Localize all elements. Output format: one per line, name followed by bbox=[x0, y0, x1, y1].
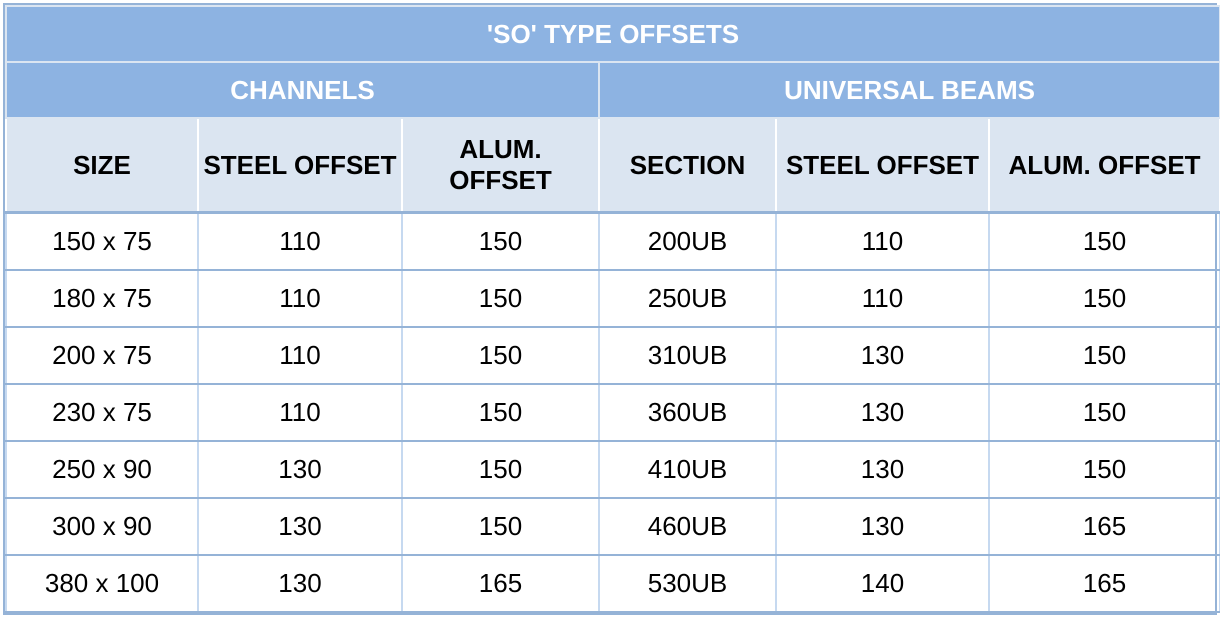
table-row: 380 x 100 130 165 530UB 140 165 bbox=[5, 553, 1220, 614]
column-header: STEEL OFFSET bbox=[197, 117, 403, 214]
table-cell: 130 bbox=[775, 383, 990, 443]
table-frame: 'SO' TYPE OFFSETS CHANNELS UNIVERSAL BEA… bbox=[3, 3, 1220, 615]
column-header: STEEL OFFSET bbox=[775, 117, 990, 214]
column-header: ALUM. OFFSET bbox=[401, 117, 600, 214]
table-cell: 130 bbox=[775, 440, 990, 500]
group-header: UNIVERSAL BEAMS bbox=[597, 61, 1220, 119]
table-cell: 150 bbox=[401, 211, 600, 272]
table-row: 230 x 75 110 150 360UB 130 150 bbox=[5, 383, 1220, 443]
table-cell: 150 bbox=[401, 326, 600, 386]
table-cell: 360UB bbox=[598, 383, 777, 443]
header-row: SIZE STEEL OFFSET ALUM. OFFSET SECTION STEEL… bbox=[5, 117, 1220, 214]
table-cell: 300 x 90 bbox=[5, 497, 199, 556]
table-cell: 150 bbox=[401, 497, 600, 556]
table-cell: 310UB bbox=[598, 326, 777, 386]
table-cell: 130 bbox=[775, 497, 990, 556]
table-cell: 150 bbox=[987, 211, 1220, 272]
table-cell: 150 bbox=[401, 440, 600, 500]
table-cell: 110 bbox=[197, 269, 403, 329]
table-cell: 130 bbox=[197, 553, 403, 614]
table-cell: 150 bbox=[987, 326, 1220, 386]
table-body: 150 x 75 110 150 200UB 110 150 180 x 75 110 150 2… bbox=[5, 211, 1220, 614]
column-header: SIZE bbox=[5, 117, 199, 214]
offset-table: 'SO' TYPE OFFSETS CHANNELS UNIVERSAL BEA… bbox=[4, 5, 1220, 614]
column-header: SECTION bbox=[598, 117, 777, 214]
column-header: ALUM. OFFSET bbox=[987, 117, 1220, 214]
table-row: 200 x 75 110 150 310UB 130 150 bbox=[5, 326, 1220, 386]
table-cell: 110 bbox=[775, 211, 990, 272]
table-row: 180 x 75 110 150 250UB 110 150 bbox=[5, 269, 1220, 329]
table-cell: 530UB bbox=[598, 553, 777, 614]
table-cell: 165 bbox=[987, 553, 1220, 614]
table-cell: 200UB bbox=[598, 211, 777, 272]
table-cell: 150 bbox=[987, 383, 1220, 443]
table-cell: 200 x 75 bbox=[5, 326, 199, 386]
table-row: 250 x 90 130 150 410UB 130 150 bbox=[5, 440, 1220, 500]
table-cell: 380 x 100 bbox=[5, 553, 199, 614]
table-cell: 460UB bbox=[598, 497, 777, 556]
table-cell: 150 bbox=[987, 440, 1220, 500]
table-cell: 110 bbox=[197, 383, 403, 443]
table-cell: 140 bbox=[775, 553, 990, 614]
table-cell: 130 bbox=[197, 440, 403, 500]
table-cell: 250 x 90 bbox=[5, 440, 199, 500]
table-cell: 150 bbox=[987, 269, 1220, 329]
table-row: 150 x 75 110 150 200UB 110 150 bbox=[5, 211, 1220, 272]
table-cell: 110 bbox=[775, 269, 990, 329]
table-cell: 150 bbox=[401, 383, 600, 443]
table-cell: 150 x 75 bbox=[5, 211, 199, 272]
table-cell: 230 x 75 bbox=[5, 383, 199, 443]
group-row: CHANNELS UNIVERSAL BEAMS bbox=[5, 61, 1220, 119]
table-title: 'SO' TYPE OFFSETS bbox=[4, 5, 1220, 63]
table-cell: 150 bbox=[401, 269, 600, 329]
title-row: 'SO' TYPE OFFSETS bbox=[4, 5, 1220, 63]
table-cell: 130 bbox=[775, 326, 990, 386]
group-header: CHANNELS bbox=[5, 61, 600, 119]
table-cell: 250UB bbox=[598, 269, 777, 329]
table-row: 300 x 90 130 150 460UB 130 165 bbox=[5, 497, 1220, 556]
table-cell: 165 bbox=[401, 553, 600, 614]
table-cell: 180 x 75 bbox=[5, 269, 199, 329]
table-cell: 110 bbox=[197, 211, 403, 272]
table-cell: 110 bbox=[197, 326, 403, 386]
table-cell: 165 bbox=[987, 497, 1220, 556]
table-cell: 130 bbox=[197, 497, 403, 556]
table-cell: 410UB bbox=[598, 440, 777, 500]
